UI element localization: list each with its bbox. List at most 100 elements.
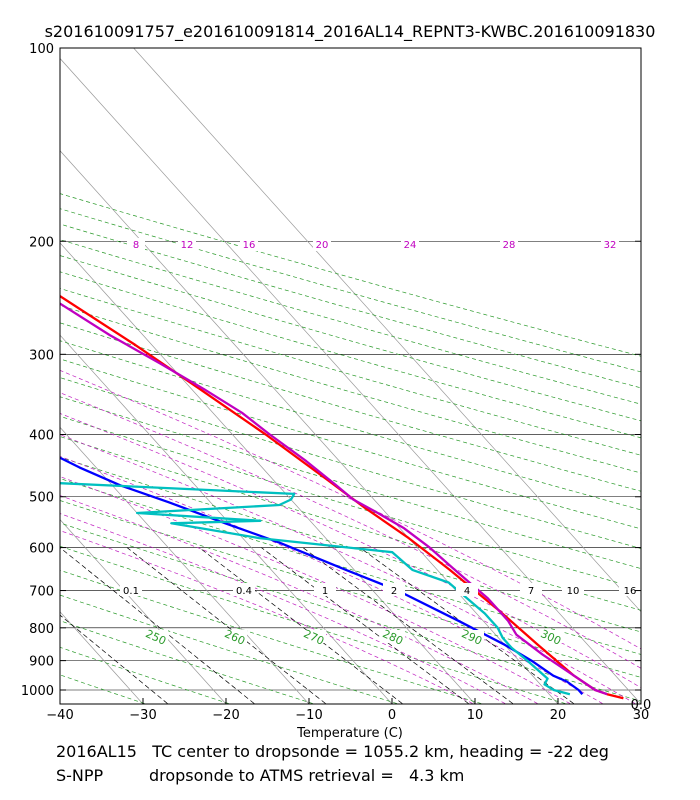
moist-adiabat-label: 8 — [133, 240, 139, 251]
x-tick-label: −30 — [129, 708, 156, 723]
mixing-ratio-label: 1 — [322, 586, 328, 597]
plot-frame — [59, 47, 642, 705]
moist-adiabat-label: 24 — [404, 240, 417, 251]
dry-adiabat — [60, 436, 641, 611]
dry-adiabat — [60, 620, 313, 704]
y-tick-label: 500 — [29, 491, 54, 506]
y-tick-label: 600 — [29, 542, 54, 557]
x-tick-label: 20 — [550, 708, 567, 723]
mixing-ratio-line — [126, 547, 326, 704]
dry-adiabat — [60, 255, 641, 422]
x-tick-label: 30 — [633, 708, 650, 723]
x-tick-label: 10 — [467, 708, 484, 723]
mixing-ratio-label-bg — [383, 583, 405, 596]
mixing-ratio-line — [302, 547, 514, 704]
isotherm-line — [133, 48, 641, 613]
x-tick-label: −10 — [295, 708, 322, 723]
dry-adiabat-label-bg — [539, 630, 563, 643]
mixing-ratio-label-bg — [562, 583, 584, 596]
isotherm-line — [60, 57, 641, 704]
moist-adiabat-label-bg — [401, 238, 419, 251]
mixing-ratio-label-bg — [314, 583, 336, 596]
moist-adiabat-label-bg — [500, 238, 518, 251]
corner-label: 0.0 — [631, 698, 652, 713]
dry-adiabat — [60, 415, 641, 590]
profile-line-1 — [60, 294, 624, 700]
profile-line-3 — [60, 456, 584, 695]
dry-adiabat-label-bg — [302, 630, 326, 643]
mixing-ratio-line — [60, 547, 255, 704]
dry-adiabat — [60, 208, 641, 373]
moist-adiabat — [60, 413, 641, 689]
mixing-ratio-label: 0.1 — [123, 586, 139, 597]
mixing-ratio-label: 16 — [624, 586, 637, 597]
skewt-chart: s201610091757_e201610091814_2016AL14_REP… — [0, 22, 656, 740]
moist-adiabat-label-bg — [127, 238, 145, 251]
moist-adiabat-label: 16 — [243, 240, 256, 251]
dry-adiabat — [60, 239, 641, 405]
moist-adiabat-label-bg — [178, 238, 196, 251]
mixing-ratio-line — [199, 547, 403, 704]
moist-adiabat — [60, 476, 571, 704]
dry-adiabat-label-bg — [460, 630, 484, 643]
dry-adiabat — [60, 500, 641, 678]
x-tick-label: −20 — [212, 708, 239, 723]
footer-line-1: 2016AL15 TC center to dropsonde = 1055.2… — [56, 742, 609, 761]
dry-adiabat — [60, 646, 229, 704]
moist-adiabat-label-bg — [313, 238, 331, 251]
mixing-ratio-label-bg — [120, 583, 142, 596]
dry-adiabat-label-bg — [144, 630, 168, 643]
profile-line-4 — [60, 482, 571, 696]
mixing-ratio-label: 4 — [464, 586, 470, 597]
moist-adiabat-label-bg — [240, 238, 258, 251]
mixing-ratio-label: 10 — [567, 586, 580, 597]
mixing-ratio-line — [261, 547, 469, 704]
y-tick-label: 100 — [29, 42, 54, 57]
profile-line-2 — [60, 302, 608, 696]
isotherm-line — [60, 611, 143, 704]
dry-adiabat — [60, 193, 641, 357]
dry-adiabat — [60, 271, 641, 439]
y-tick-label: 800 — [29, 622, 54, 637]
dry-adiabat — [60, 305, 641, 474]
mixing-ratio-label: 7 — [528, 586, 534, 597]
dry-adiabat — [60, 569, 482, 704]
moist-adiabat-label: 28 — [503, 240, 516, 251]
x-tick-label: −40 — [46, 708, 73, 723]
moist-adiabat — [60, 455, 603, 704]
isotherm-line — [60, 334, 392, 704]
isotherm-line — [60, 242, 475, 704]
dry-adiabat — [60, 377, 641, 549]
y-tick-label: 700 — [29, 585, 54, 600]
moist-adiabat-label: 32 — [604, 240, 617, 251]
dry-adiabat — [60, 545, 566, 704]
moist-adiabat — [60, 530, 473, 704]
isotherm-line — [0, 48, 60, 704]
moist-adiabat-label: 12 — [181, 240, 194, 251]
dry-adiabat — [60, 522, 641, 702]
mixing-ratio-line — [60, 614, 168, 704]
dry-adiabat — [60, 340, 641, 511]
moist-adiabat — [60, 369, 641, 650]
y-tick-label: 300 — [29, 348, 54, 363]
y-tick-label: 200 — [29, 235, 54, 250]
mixing-ratio-label: 0.4 — [236, 586, 252, 597]
moist-adiabat-label-bg — [601, 238, 619, 251]
dry-adiabat-label-bg — [223, 630, 247, 643]
chart-title: s201610091757_e201610091814_2016AL14_REP… — [45, 22, 656, 42]
mixing-ratio-label-bg — [233, 583, 255, 596]
dry-adiabat — [60, 674, 145, 704]
dry-adiabat — [60, 456, 641, 633]
y-tick-label: 400 — [29, 429, 54, 444]
dry-adiabat — [60, 223, 641, 389]
x-tick-label: 0 — [388, 708, 396, 723]
mixing-ratio-label-bg — [456, 583, 478, 596]
moist-adiabat — [60, 495, 538, 704]
y-tick-label: 900 — [29, 655, 54, 670]
mixing-ratio-label-bg — [619, 583, 641, 596]
y-tick-label: 1000 — [21, 684, 54, 699]
footer-line-2: S-NPP dropsonde to ATMS retrieval = 4.3 … — [56, 766, 465, 785]
dry-adiabat-label-bg — [381, 630, 405, 643]
dry-adiabat — [60, 396, 641, 569]
moist-adiabat-label: 20 — [316, 240, 329, 251]
